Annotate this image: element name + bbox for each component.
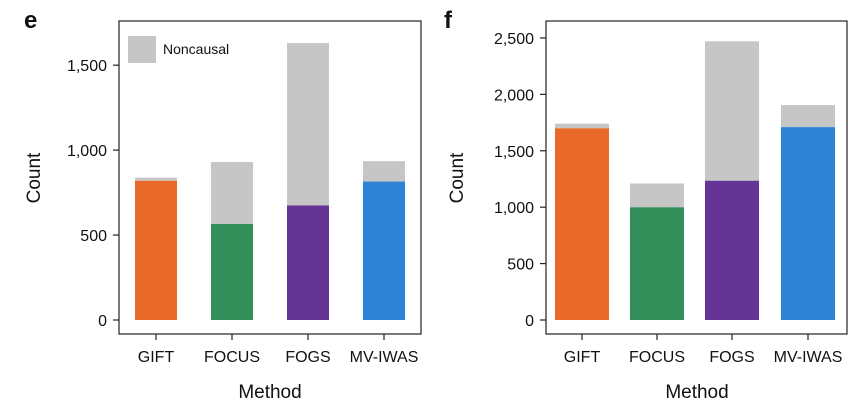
panel-f-y-tick-label: 1,500: [494, 144, 534, 161]
panel-f-plot: [555, 41, 835, 320]
panel-f-y-tick-label: 500: [507, 257, 534, 274]
panel-letter-e: e: [24, 7, 37, 34]
panel-e-plot: [135, 43, 405, 320]
panel-f-y-tick-label: 2,000: [494, 87, 534, 104]
panel-e-bar-mv-iwas-causal: [363, 181, 405, 320]
panel-e-bar-fogs-noncausal: [287, 43, 329, 206]
panel-f-bar-gift-causal: [555, 128, 609, 320]
panel-e-x-axis-label: Method: [238, 382, 301, 403]
panel-f-bar-mv-iwas-noncausal: [781, 105, 835, 128]
legend-swatch-noncausal: [128, 36, 156, 63]
panel-f-axes-frame: [545, 20, 848, 335]
panel-e-y-axis-label: Count: [24, 152, 45, 203]
panel-e: e 0 500 1,000 1,500 GIFT FOCUS FOGS MV-IWAS Me…: [24, 7, 422, 403]
panel-f-bar-gift-noncausal: [555, 123, 609, 129]
panel-e-y-tick-label: 1,000: [67, 143, 107, 160]
panel-f-y-tick-label: 1,000: [494, 200, 534, 217]
panel-f-bar-fogs-noncausal: [705, 41, 759, 181]
panel-f: f 0 500 1,000 1,500 2,000 2,500 GIFT FOCUS FOGS…: [444, 7, 848, 403]
panel-e-x-tick-label-fogs: FOGS: [285, 349, 330, 366]
panel-e-y-tick-label: 1,500: [67, 58, 107, 75]
panel-f-bar-focus-noncausal: [630, 183, 684, 208]
panel-f-y-axis-label: Count: [447, 152, 468, 203]
panel-f-x-axis-label: Method: [665, 382, 728, 403]
panel-f-x-tick-label-fogs: FOGS: [709, 349, 754, 366]
panel-e-bar-fogs-causal: [287, 205, 329, 320]
panel-e-y-tick-label: 500: [80, 228, 107, 245]
panel-e-axes-frame: [118, 20, 422, 335]
panel-f-y-tick-label: 2,500: [494, 31, 534, 48]
panel-f-bar-mv-iwas-causal: [781, 127, 835, 320]
panel-e-legend: Noncausal: [128, 36, 229, 63]
panel-e-bar-gift-noncausal: [135, 177, 177, 181]
panel-f-x-axis: GIFT FOCUS FOGS MV-IWAS: [564, 334, 843, 366]
panel-f-y-axis: 0 500 1,000 1,500 2,000 2,500: [494, 31, 546, 330]
panel-f-y-tick-label: 0: [525, 313, 534, 330]
panel-f-bar-focus-causal: [630, 207, 684, 320]
panel-e-bar-mv-iwas-noncausal: [363, 161, 405, 182]
panel-f-bar-fogs-causal: [705, 180, 759, 320]
panel-e-bar-gift-causal: [135, 180, 177, 320]
panel-e-y-tick-label: 0: [98, 313, 107, 330]
panel-e-bar-focus-noncausal: [211, 162, 253, 225]
panel-f-x-tick-label-gift: GIFT: [564, 349, 601, 366]
legend-label-noncausal: Noncausal: [163, 41, 229, 57]
panel-e-bar-focus-causal: [211, 224, 253, 320]
panel-e-x-axis: GIFT FOCUS FOGS MV-IWAS: [138, 334, 419, 366]
panel-letter-f: f: [444, 7, 453, 34]
panel-f-x-tick-label-focus: FOCUS: [629, 349, 685, 366]
panel-e-y-axis: 0 500 1,000 1,500: [67, 58, 119, 330]
panel-e-x-tick-label-gift: GIFT: [138, 349, 175, 366]
panel-f-x-tick-label-mv-iwas: MV-IWAS: [774, 349, 843, 366]
panel-e-x-tick-label-focus: FOCUS: [204, 349, 260, 366]
panel-e-x-tick-label-mv-iwas: MV-IWAS: [350, 349, 419, 366]
